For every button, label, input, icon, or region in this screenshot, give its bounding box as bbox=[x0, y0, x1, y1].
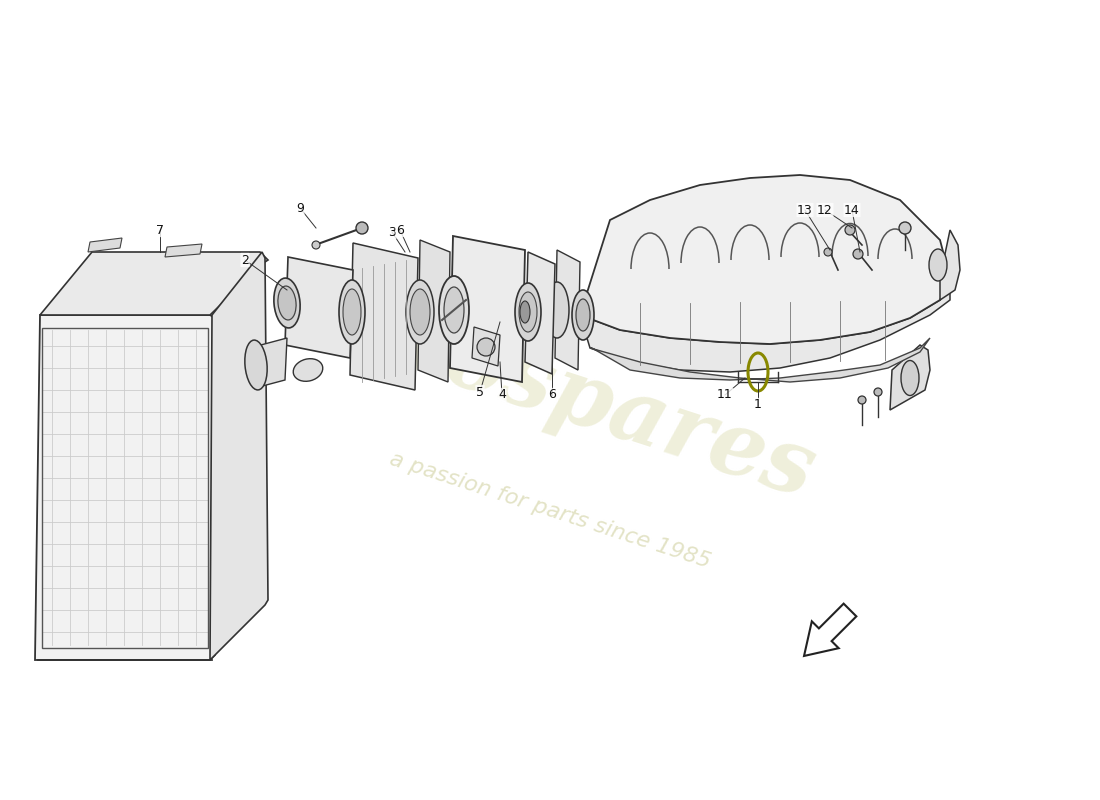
Ellipse shape bbox=[520, 301, 530, 323]
Ellipse shape bbox=[444, 287, 464, 333]
Text: 9: 9 bbox=[296, 202, 304, 214]
Ellipse shape bbox=[278, 286, 296, 320]
Polygon shape bbox=[590, 338, 930, 382]
Polygon shape bbox=[35, 315, 218, 660]
Ellipse shape bbox=[439, 276, 469, 344]
Text: 4: 4 bbox=[498, 389, 506, 402]
Text: 6: 6 bbox=[396, 223, 404, 237]
Circle shape bbox=[852, 249, 864, 259]
Text: 2: 2 bbox=[241, 254, 249, 266]
Polygon shape bbox=[88, 238, 122, 252]
Polygon shape bbox=[580, 175, 950, 344]
Polygon shape bbox=[804, 604, 857, 656]
Polygon shape bbox=[580, 278, 950, 372]
Polygon shape bbox=[450, 236, 525, 382]
Polygon shape bbox=[210, 252, 268, 660]
Polygon shape bbox=[890, 345, 930, 410]
Ellipse shape bbox=[930, 249, 947, 281]
Polygon shape bbox=[255, 338, 287, 388]
Text: 3: 3 bbox=[388, 226, 396, 238]
Polygon shape bbox=[165, 244, 202, 257]
Circle shape bbox=[845, 225, 855, 235]
Text: 12: 12 bbox=[817, 203, 833, 217]
Text: 14: 14 bbox=[844, 203, 860, 217]
Polygon shape bbox=[350, 243, 418, 390]
Polygon shape bbox=[556, 250, 580, 370]
Ellipse shape bbox=[515, 283, 541, 341]
Ellipse shape bbox=[406, 280, 434, 344]
Polygon shape bbox=[285, 257, 353, 358]
Text: 11: 11 bbox=[717, 389, 733, 402]
Ellipse shape bbox=[576, 299, 590, 331]
Polygon shape bbox=[472, 327, 500, 366]
Ellipse shape bbox=[410, 289, 430, 335]
Circle shape bbox=[312, 241, 320, 249]
Text: 13: 13 bbox=[798, 203, 813, 217]
Ellipse shape bbox=[544, 282, 569, 338]
Ellipse shape bbox=[245, 340, 267, 390]
Circle shape bbox=[356, 222, 369, 234]
Text: 6: 6 bbox=[548, 389, 556, 402]
Circle shape bbox=[477, 338, 495, 356]
Polygon shape bbox=[940, 230, 960, 300]
Ellipse shape bbox=[343, 289, 361, 335]
Text: 5: 5 bbox=[476, 386, 484, 398]
Ellipse shape bbox=[339, 280, 365, 344]
Ellipse shape bbox=[519, 292, 537, 332]
Ellipse shape bbox=[572, 290, 594, 340]
Circle shape bbox=[824, 248, 832, 256]
Ellipse shape bbox=[274, 278, 300, 328]
Text: 1: 1 bbox=[755, 398, 762, 411]
Polygon shape bbox=[525, 252, 556, 374]
Text: eurospares: eurospares bbox=[275, 264, 825, 516]
Circle shape bbox=[899, 222, 911, 234]
Polygon shape bbox=[40, 252, 268, 315]
Ellipse shape bbox=[294, 358, 322, 382]
Polygon shape bbox=[418, 240, 450, 382]
Ellipse shape bbox=[901, 361, 918, 395]
Circle shape bbox=[858, 396, 866, 404]
Text: a passion for parts since 1985: a passion for parts since 1985 bbox=[387, 449, 713, 571]
Circle shape bbox=[874, 388, 882, 396]
Text: 7: 7 bbox=[156, 223, 164, 237]
